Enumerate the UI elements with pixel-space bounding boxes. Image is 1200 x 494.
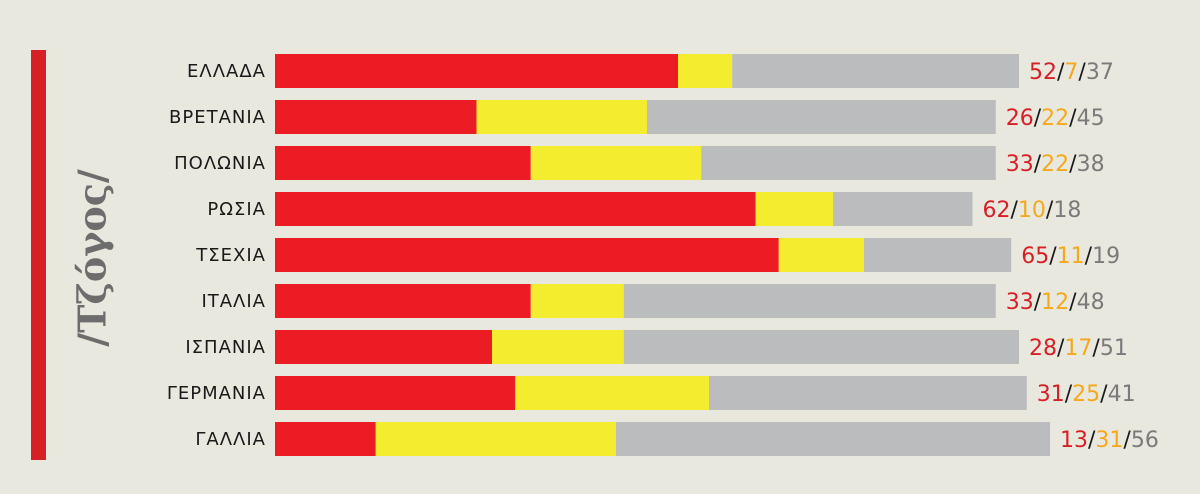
value-number-2: 11 [1057, 244, 1085, 269]
value-label: 52/7/37 [1029, 60, 1114, 85]
category-label: ΕΛΛΑΔΑ [187, 61, 266, 82]
bar-segment-2 [375, 422, 616, 456]
category-label: ΙΤΑΛΙΑ [201, 291, 266, 312]
bar-segment-1 [275, 146, 531, 180]
bar-segment-1 [275, 100, 477, 134]
bar-segment-2 [755, 192, 833, 226]
value-number-2: 22 [1041, 106, 1069, 131]
bar-segment-3 [732, 54, 1019, 88]
value-number-2: 22 [1041, 152, 1069, 177]
value-number-1: 33 [1006, 152, 1034, 177]
value-separator: / [1092, 336, 1100, 361]
bar-segment-1 [275, 330, 492, 364]
bar-segment-3 [701, 146, 996, 180]
value-label: 31/25/41 [1037, 382, 1136, 407]
category-label: ΡΩΣΙΑ [207, 199, 266, 220]
bar-segment-1 [275, 284, 531, 318]
value-label: 62/10/18 [983, 198, 1082, 223]
value-number-2: 12 [1041, 290, 1069, 315]
value-separator: / [1034, 290, 1042, 315]
value-number-1: 31 [1037, 382, 1065, 407]
value-number-3: 48 [1077, 290, 1105, 315]
value-label: 33/22/38 [1006, 152, 1105, 177]
value-separator: / [1069, 152, 1077, 177]
value-number-2: 25 [1072, 382, 1100, 407]
value-number-2: 10 [1018, 198, 1046, 223]
value-label: 65/11/19 [1021, 244, 1120, 269]
value-number-2: 7 [1064, 60, 1078, 85]
bar-segment-1 [275, 376, 516, 410]
accent-bar [31, 50, 46, 460]
bar-segment-1 [275, 54, 678, 88]
bar-segment-3 [864, 238, 1012, 272]
value-number-1: 26 [1006, 106, 1034, 131]
value-separator: / [1100, 382, 1108, 407]
value-number-1: 13 [1060, 428, 1088, 453]
value-number-1: 65 [1021, 244, 1049, 269]
value-separator: / [1065, 382, 1073, 407]
bar-segment-2 [515, 376, 709, 410]
value-separator: / [1057, 336, 1065, 361]
value-separator: / [1034, 152, 1042, 177]
bar-segment-3 [647, 100, 996, 134]
bar-segment-2 [778, 238, 864, 272]
category-label: ΓΑΛΛΙΑ [195, 429, 266, 450]
value-number-3: 45 [1077, 106, 1105, 131]
value-number-1: 33 [1006, 290, 1034, 315]
value-separator: / [1069, 106, 1077, 131]
value-number-3: 18 [1053, 198, 1081, 223]
value-separator: / [1049, 244, 1057, 269]
value-label: 13/31/56 [1060, 428, 1159, 453]
bar-segment-2 [530, 284, 624, 318]
category-label: ΒΡΕΤΑΝΙΑ [169, 107, 266, 128]
value-separator: / [1057, 60, 1065, 85]
bar-segment-2 [530, 146, 702, 180]
value-separator: / [1034, 106, 1042, 131]
bar-segment-3 [709, 376, 1027, 410]
value-number-2: 31 [1095, 428, 1123, 453]
category-label: ΓΕΡΜΑΝΙΑ [167, 383, 266, 404]
value-separator: / [1088, 428, 1096, 453]
category-label: ΙΣΠΑΝΙΑ [185, 337, 266, 358]
bar-segment-2 [678, 54, 733, 88]
value-separator: / [1123, 428, 1131, 453]
bar-segment-1 [275, 422, 376, 456]
category-label: ΤΣΕΧΙΑ [195, 245, 266, 266]
value-number-1: 28 [1029, 336, 1057, 361]
bar-segment-2 [492, 330, 624, 364]
value-separator: / [1069, 290, 1077, 315]
category-label: ΠΟΛΩΝΙΑ [174, 153, 266, 174]
value-label: 26/22/45 [1006, 106, 1105, 131]
value-number-3: 51 [1100, 336, 1128, 361]
bar-segment-3 [833, 192, 973, 226]
bar-segment-1 [275, 238, 779, 272]
value-number-3: 56 [1131, 428, 1159, 453]
value-separator: / [1085, 244, 1093, 269]
value-separator: / [1046, 198, 1054, 223]
value-number-3: 19 [1092, 244, 1120, 269]
value-separator: / [1078, 60, 1086, 85]
value-label: 28/17/51 [1029, 336, 1128, 361]
value-number-2: 17 [1064, 336, 1092, 361]
bar-segment-3 [623, 330, 1019, 364]
value-number-3: 37 [1086, 60, 1114, 85]
bar-segment-3 [616, 422, 1050, 456]
value-number-1: 52 [1029, 60, 1057, 85]
bar-segment-1 [275, 192, 756, 226]
bar-segment-2 [476, 100, 647, 134]
value-label: 33/12/48 [1006, 290, 1105, 315]
bar-segment-3 [623, 284, 996, 318]
value-separator: / [1011, 198, 1019, 223]
value-number-1: 62 [983, 198, 1011, 223]
value-number-3: 38 [1077, 152, 1105, 177]
value-number-3: 41 [1108, 382, 1136, 407]
